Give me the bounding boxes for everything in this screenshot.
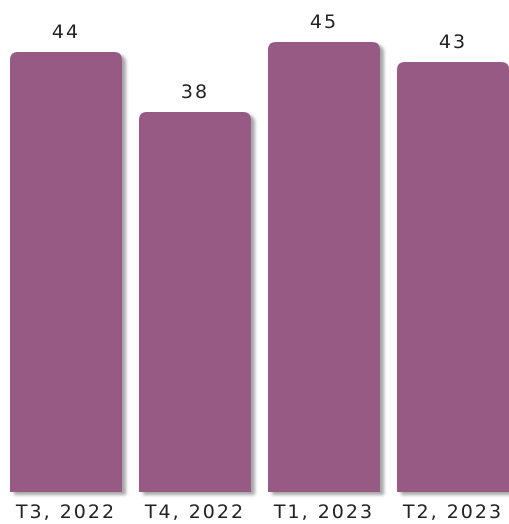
category-labels-group: T3, 2022 T4, 2022 T1, 2023 T2, 2023	[15, 501, 503, 523]
value-label-0: 44	[52, 21, 80, 43]
value-label-3: 43	[439, 31, 467, 53]
bar-2	[268, 42, 380, 492]
category-label-0: T3, 2022	[15, 501, 116, 523]
bar-1	[139, 112, 251, 492]
value-label-2: 45	[310, 11, 338, 33]
value-labels-group: 44 38 45 43	[52, 11, 467, 103]
value-label-1: 38	[181, 81, 209, 103]
bar-0	[10, 52, 122, 492]
category-label-1: T4, 2022	[144, 501, 245, 523]
bars-group	[10, 42, 509, 492]
category-label-3: T2, 2023	[402, 501, 503, 523]
bar-3	[397, 62, 509, 492]
category-label-2: T1, 2023	[273, 501, 374, 523]
